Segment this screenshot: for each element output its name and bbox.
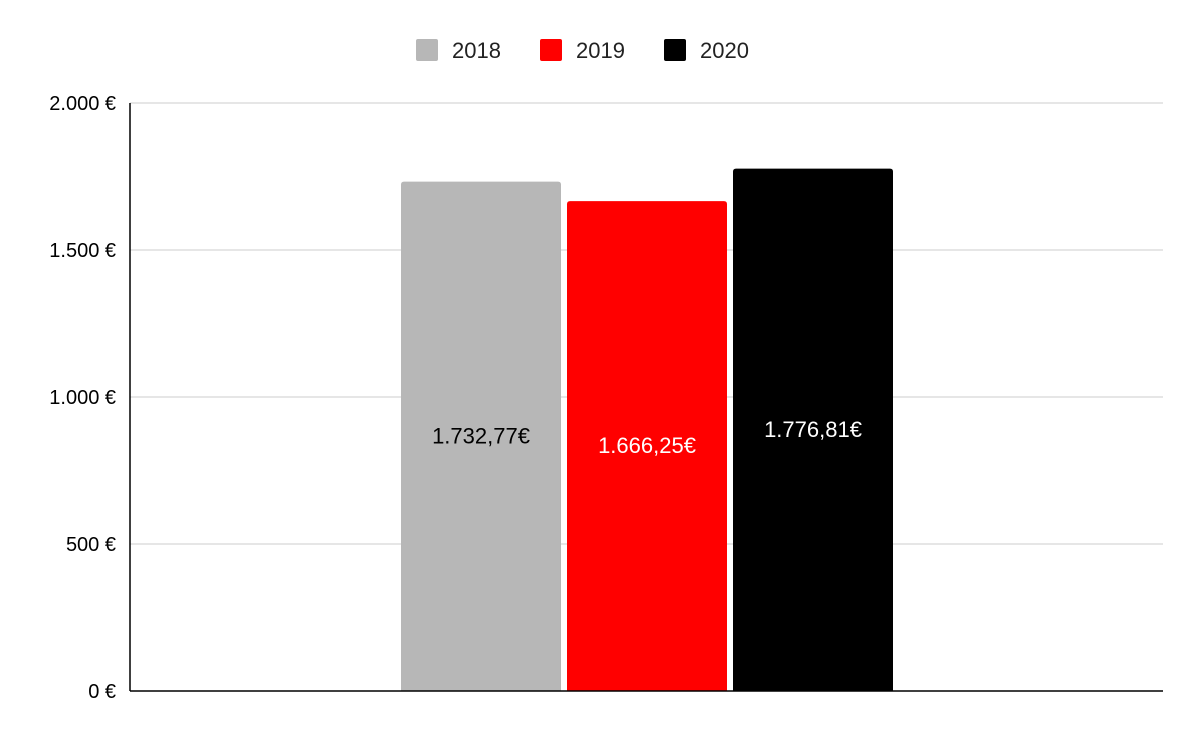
- legend-label: 2019: [576, 38, 625, 63]
- y-tick-label: 500 €: [66, 534, 116, 556]
- legend-swatch: [540, 39, 562, 61]
- y-tick-label: 2.000 €: [49, 93, 116, 115]
- legend-item-2019: 2019: [540, 38, 625, 63]
- y-tick-label: 1.500 €: [49, 240, 116, 262]
- data-label-2019: 1.666,25€: [598, 433, 696, 458]
- data-label-2018: 1.732,77€: [432, 423, 530, 448]
- axes: 0 € 500 € 1.000 € 1.500 € 2.000 €: [49, 93, 1163, 703]
- y-tick-label: 0 €: [88, 681, 116, 703]
- bars: [401, 168, 893, 691]
- legend-item-2020: 2020: [664, 38, 749, 63]
- bar-2019: [567, 201, 727, 691]
- data-label-2020: 1.776,81€: [764, 417, 862, 442]
- legend-label: 2020: [700, 38, 749, 63]
- legend-label: 2018: [452, 38, 501, 63]
- legend-item-2018: 2018: [416, 38, 501, 63]
- legend-swatch: [664, 39, 686, 61]
- legend-swatch: [416, 39, 438, 61]
- legend: 2018 2019 2020: [416, 38, 749, 63]
- bar-2020: [733, 168, 893, 691]
- data-labels: 1.732,77€ 1.666,25€ 1.776,81€: [432, 417, 862, 458]
- bar-2018: [401, 181, 561, 691]
- y-tick-label: 1.000 €: [49, 387, 116, 409]
